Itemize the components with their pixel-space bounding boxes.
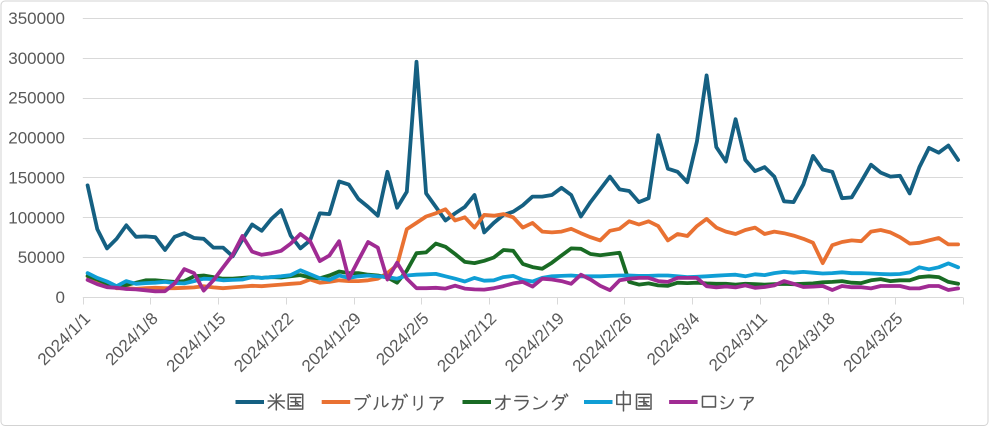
svg-text:300000: 300000 [8,49,65,68]
svg-text:0: 0 [56,288,65,307]
svg-text:250000: 250000 [8,89,65,108]
svg-text:150000: 150000 [8,168,65,187]
svg-text:100000: 100000 [8,208,65,227]
svg-text:50000: 50000 [18,248,65,267]
svg-text:200000: 200000 [8,129,65,148]
svg-text:350000: 350000 [8,9,65,28]
